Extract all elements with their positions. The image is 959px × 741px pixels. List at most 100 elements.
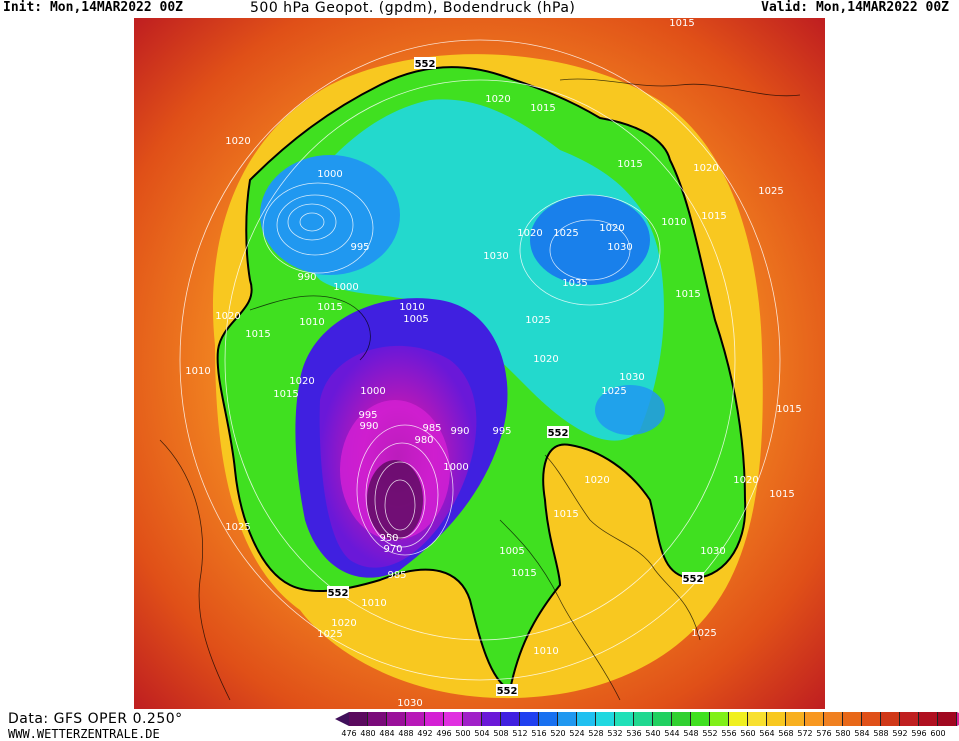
legend-swatch <box>691 712 710 726</box>
pressure-label: 1025 <box>225 522 250 533</box>
pressure-label: 1010 <box>399 302 424 313</box>
pressure-label: 1020 <box>289 376 314 387</box>
pressure-label: 1030 <box>483 251 508 262</box>
legend-tick-label: 556 <box>721 729 737 738</box>
legend-tick-label: 520 <box>550 729 566 738</box>
legend-swatch <box>425 712 444 726</box>
legend-tick-label: 596 <box>911 729 927 738</box>
legend-arrow-left <box>335 712 349 726</box>
pressure-label: 1030 <box>700 546 725 557</box>
pressure-label: 1020 <box>517 228 542 239</box>
legend-tick-label: 600 <box>930 729 946 738</box>
pressure-label: 990 <box>359 421 378 432</box>
pressure-label: 1020 <box>533 354 558 365</box>
pressure-label: 1015 <box>669 18 694 29</box>
pressure-label: 1015 <box>511 568 536 579</box>
pressure-label: 1025 <box>691 628 716 639</box>
legend-swatch <box>900 712 919 726</box>
contour-label-box <box>414 57 436 69</box>
legend-tick-label: 480 <box>360 729 376 738</box>
pressure-label: 1015 <box>553 509 578 520</box>
legend-swatch <box>729 712 748 726</box>
pressure-label: 980 <box>414 435 433 446</box>
legend-swatch <box>767 712 786 726</box>
legend-tick-label: 528 <box>588 729 604 738</box>
legend-swatch <box>387 712 406 726</box>
pressure-label: 1020 <box>215 311 240 322</box>
legend-tick-label: 588 <box>873 729 889 738</box>
pressure-label: 1020 <box>584 475 609 486</box>
legend-tick-label: 532 <box>607 729 623 738</box>
pressure-labels-layer: 1015 1020 1015 1020 1000 1015 1020 1025 1015 1010… <box>185 18 801 709</box>
pressure-label: 1015 <box>769 489 794 500</box>
contour-552-label: 552 <box>328 588 349 599</box>
legend-tick-label: 592 <box>892 729 908 738</box>
contour-552-label: 552 <box>683 574 704 585</box>
pressure-label: 1005 <box>403 314 428 325</box>
legend-swatch <box>862 712 881 726</box>
map-title: 500 hPa Geopot. (gpdm), Bodendruck (hPa) <box>250 0 576 16</box>
pressure-label: 1015 <box>675 289 700 300</box>
contour-label-box <box>682 572 704 584</box>
pressure-label: 950 <box>379 533 398 544</box>
blue-high-siberia <box>530 195 650 285</box>
pressure-label: 1020 <box>693 163 718 174</box>
pressure-label: 1020 <box>485 94 510 105</box>
pressure-label: 995 <box>358 410 377 421</box>
legend-tick-label: 576 <box>816 729 832 738</box>
legend-swatch <box>938 712 957 726</box>
legend-tick-label: 500 <box>455 729 471 738</box>
legend-swatch <box>349 712 368 726</box>
legend-tick-label: 564 <box>759 729 775 738</box>
pressure-label: 1010 <box>361 598 386 609</box>
legend-tick-label: 508 <box>493 729 509 738</box>
website-label: WWW.WETTERZENTRALE.DE <box>8 727 160 741</box>
legend-swatch <box>843 712 862 726</box>
pressure-label: 1020 <box>225 136 250 147</box>
pressure-label: 1010 <box>185 366 210 377</box>
legend-swatch <box>368 712 387 726</box>
pressure-label: 1020 <box>733 475 758 486</box>
pressure-label: 990 <box>450 426 469 437</box>
contour-label-box <box>496 684 518 696</box>
init-time-label: Init: Mon,14MAR2022 00Z <box>3 0 184 15</box>
pressure-label: 1030 <box>397 698 422 709</box>
legend-swatch <box>634 712 653 726</box>
pressure-label: 1030 <box>607 242 632 253</box>
color-scale-legend: 476 480 484 488 492 496 500 504 508 512 516 520 524 5… <box>335 712 959 740</box>
legend-swatch <box>748 712 767 726</box>
pressure-label: 985 <box>387 570 406 581</box>
legend-swatch <box>501 712 520 726</box>
legend-swatch <box>577 712 596 726</box>
legend-tick-label: 568 <box>778 729 794 738</box>
pressure-label: 1000 <box>443 462 468 473</box>
pressure-label: 1025 <box>553 228 578 239</box>
pressure-label: 1015 <box>273 389 298 400</box>
legend-tick-label: 552 <box>702 729 718 738</box>
pressure-isobars <box>179 39 781 681</box>
pressure-label: 1000 <box>333 282 358 293</box>
pressure-label: 1025 <box>317 629 342 640</box>
contour-552-label: 552 <box>497 686 518 697</box>
pressure-label: 970 <box>383 544 402 555</box>
legend-swatch <box>805 712 824 726</box>
pressure-label: 1015 <box>776 404 801 415</box>
pressure-label: 1015 <box>317 302 342 313</box>
legend-tick-label: 504 <box>474 729 490 738</box>
contour-label-box <box>547 426 569 438</box>
pressure-label: 1020 <box>599 223 624 234</box>
pressure-label: 1025 <box>525 315 550 326</box>
pressure-label: 1015 <box>701 211 726 222</box>
pressure-label: 995 <box>492 426 511 437</box>
data-source-label: Data: GFS OPER 0.250° <box>8 711 183 727</box>
legend-swatch <box>824 712 843 726</box>
contour-label-box <box>327 586 349 598</box>
contour-552-label: 552 <box>548 428 569 439</box>
pressure-label: 1025 <box>601 386 626 397</box>
legend-swatch <box>653 712 672 726</box>
legend-tick-label: 584 <box>854 729 870 738</box>
legend-swatch <box>615 712 634 726</box>
pressure-label: 1000 <box>360 386 385 397</box>
valid-time-label: Valid: Mon,14MAR2022 00Z <box>761 0 949 15</box>
legend-swatch <box>596 712 615 726</box>
